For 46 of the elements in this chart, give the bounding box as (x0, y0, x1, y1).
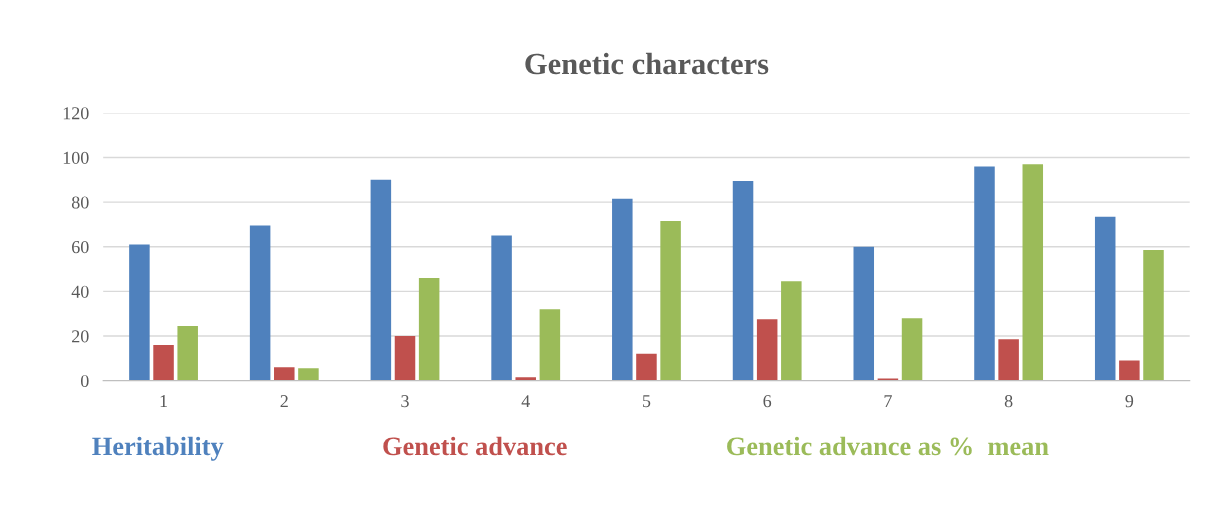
bar (177, 325, 198, 381)
bar (974, 166, 995, 381)
bar (539, 309, 561, 381)
bar (249, 225, 271, 381)
bar (418, 277, 440, 381)
text: Heritability (92, 436, 224, 461)
bar (298, 368, 319, 381)
x-tick-label: 7 (884, 395, 892, 408)
bar (998, 339, 1019, 381)
x-tick-label: 3 (401, 395, 409, 408)
y-tick-label: 120 (63, 107, 89, 120)
y-tick-label: 80 (71, 196, 89, 209)
bar (636, 353, 657, 381)
bar (129, 244, 150, 381)
bar (153, 344, 174, 381)
x-tick-label: 6 (763, 395, 772, 408)
y-tick-label: 20 (72, 330, 89, 343)
bar (612, 198, 633, 381)
y-tick-label: 40 (71, 285, 89, 298)
bar (756, 319, 778, 381)
x-tick-label: 2 (280, 395, 288, 408)
bar (1119, 360, 1140, 381)
y-tick-label: 0 (80, 374, 89, 388)
bar (660, 221, 681, 381)
bar (901, 318, 923, 381)
y-tick-label: 100 (63, 151, 89, 164)
bar (394, 336, 416, 381)
text: Genetic advance (383, 436, 567, 456)
y-tick-label: 60 (72, 241, 89, 254)
x-tick-label: 4 (521, 395, 530, 408)
chart-title: Genetic characters (525, 52, 769, 75)
bar (1022, 164, 1044, 381)
x-tick-label: 5 (642, 395, 651, 408)
bar (515, 377, 536, 381)
x-tick-label: 8 (1004, 395, 1013, 408)
bar (853, 246, 875, 381)
x-tick-label: 1 (160, 395, 167, 408)
bar (781, 281, 802, 381)
text: Genetic advance as % mean (727, 436, 1049, 456)
bar (1143, 250, 1164, 381)
x-tick-label: 9 (1125, 395, 1134, 408)
bar (491, 235, 512, 381)
bar (732, 180, 754, 381)
bar (274, 367, 295, 381)
bar (1094, 216, 1116, 381)
bar (370, 179, 392, 381)
